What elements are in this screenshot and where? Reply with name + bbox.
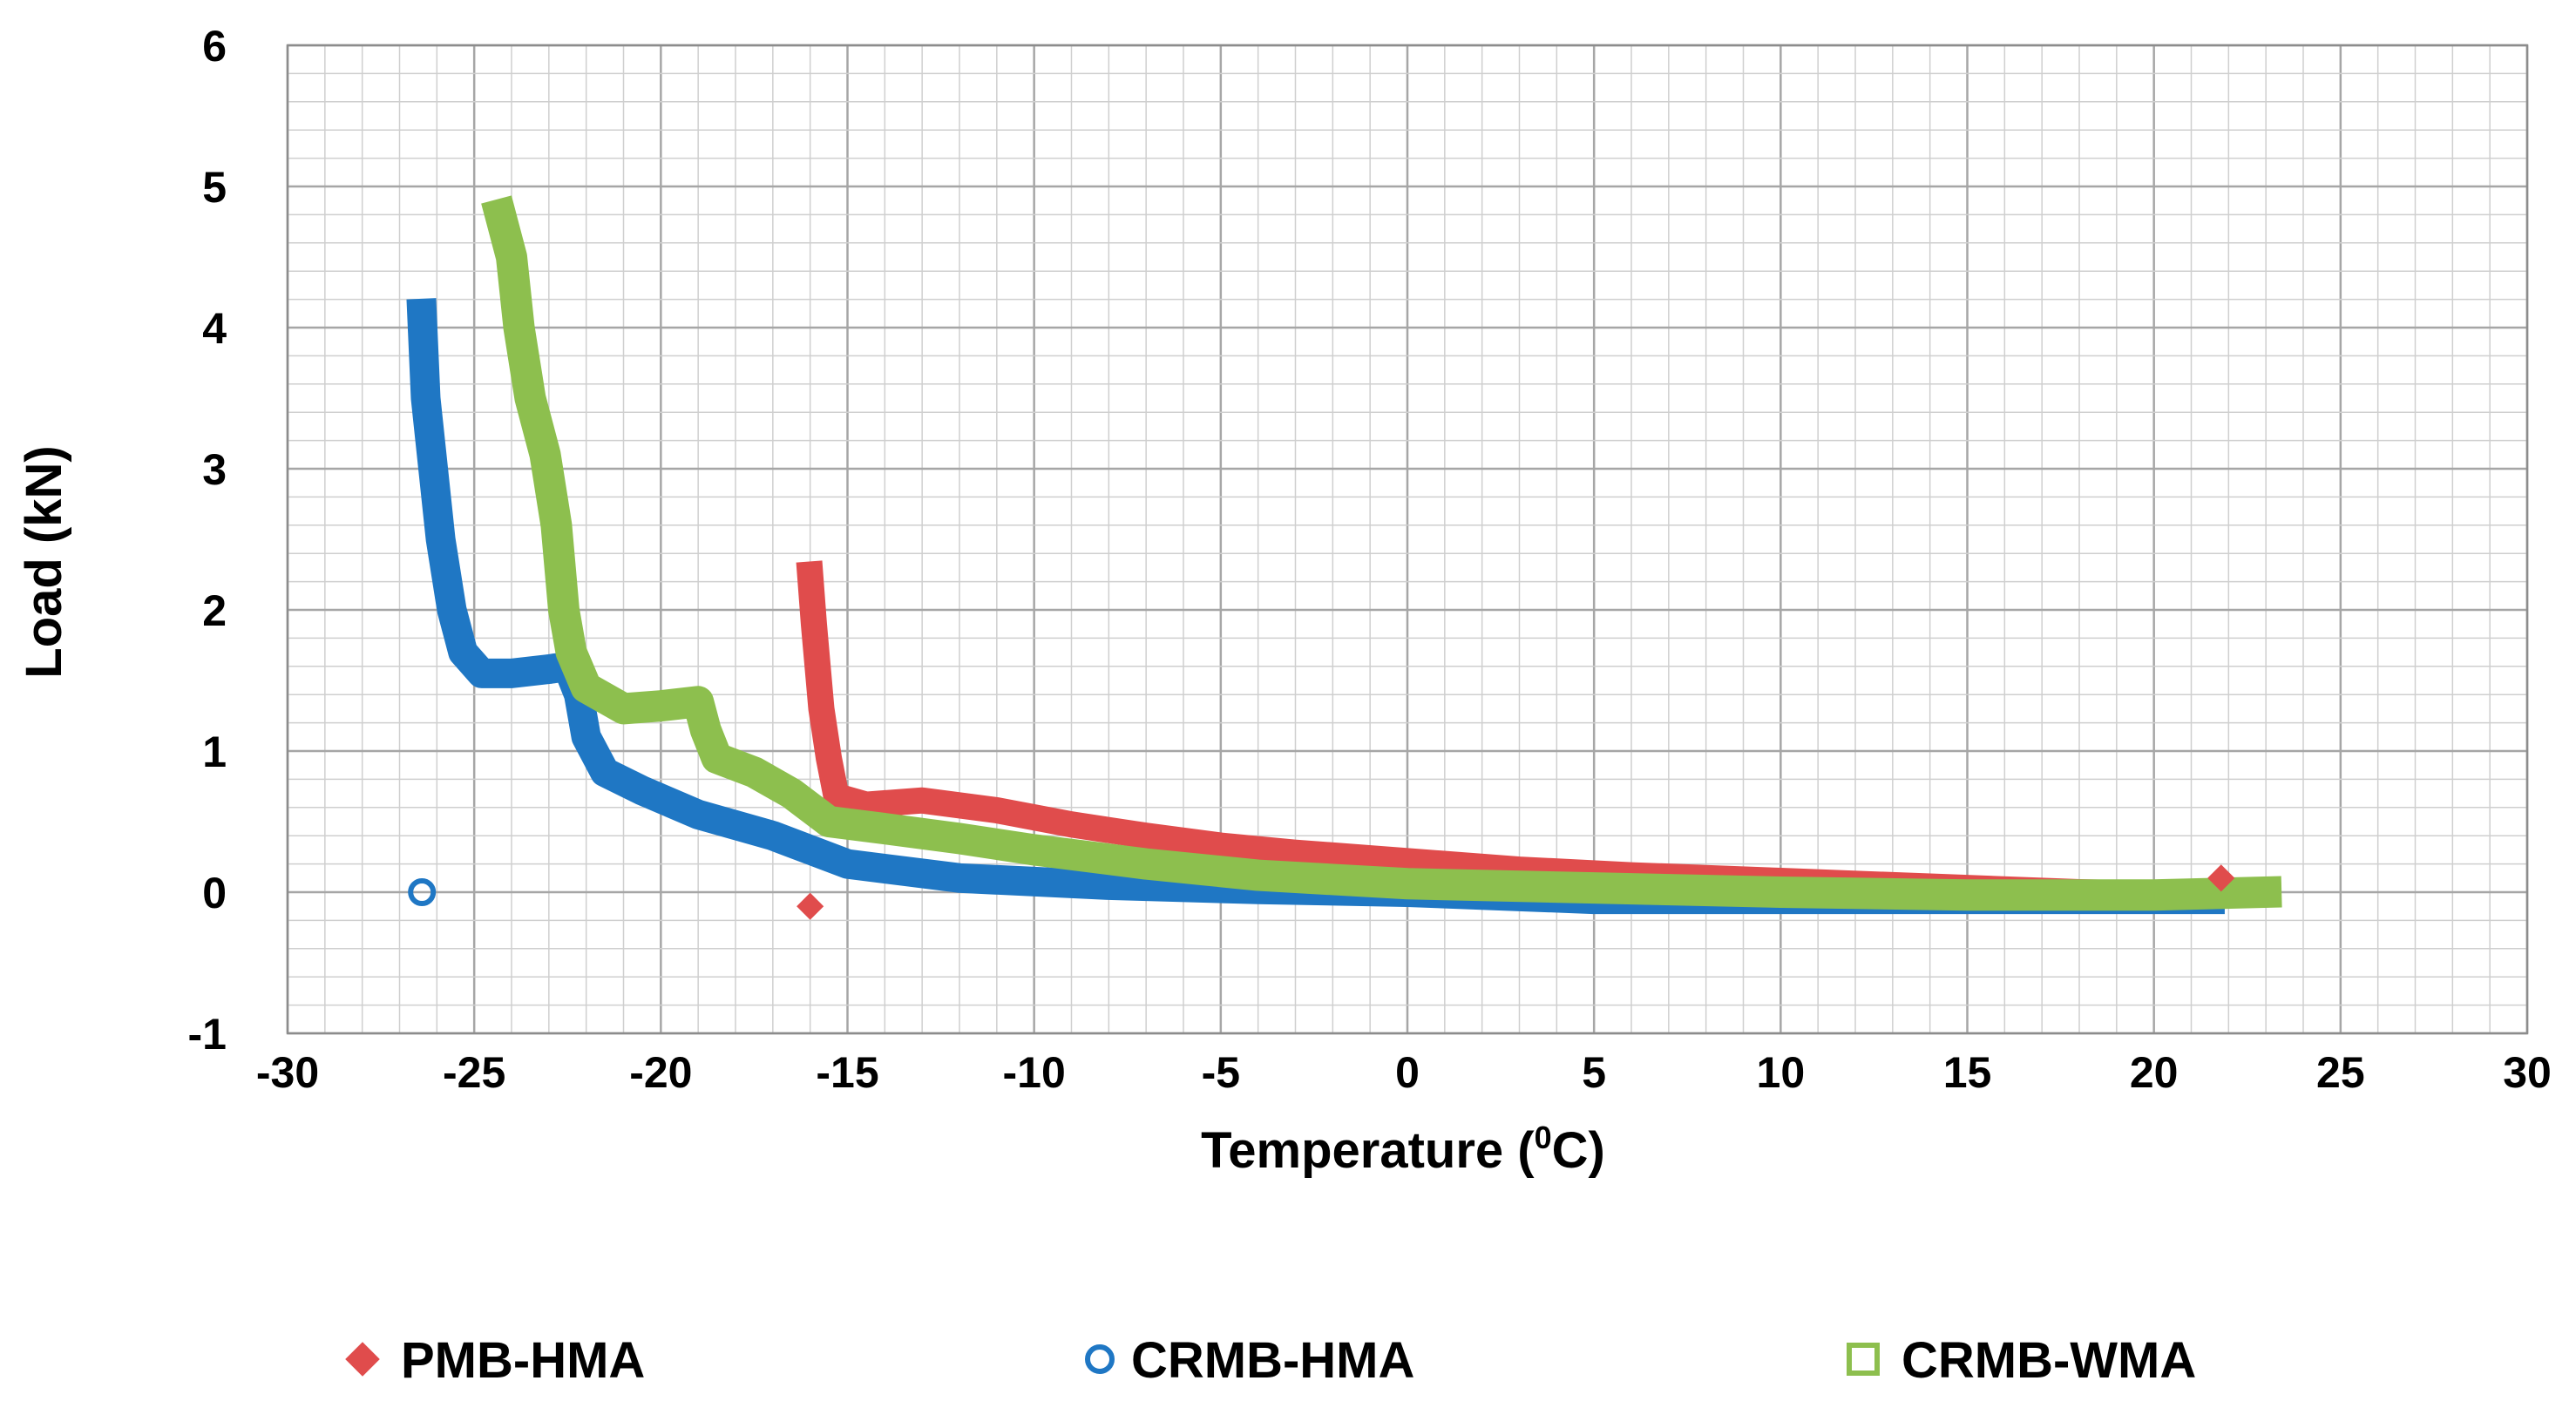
series-crmb-wma-line [481, 195, 2282, 911]
y-tick-label: 4 [202, 304, 227, 353]
x-axis-title-end: C) [1552, 1122, 1605, 1179]
x-tick-label: -10 [1003, 1048, 1066, 1097]
legend-marker-crmb-hma [1085, 1344, 1115, 1374]
y-tick-label: 1 [202, 728, 227, 776]
x-axis-title-main: Temperature ( [1201, 1122, 1535, 1179]
y-tick-label: 0 [202, 869, 227, 917]
x-tick-label: -15 [816, 1048, 878, 1097]
y-tick-label: 5 [202, 163, 227, 212]
x-tick-label: -25 [443, 1048, 505, 1097]
legend-marker-crmb-wma [1847, 1343, 1880, 1376]
data-point-crmb-hma [408, 878, 437, 906]
x-axis-title: Temperature (0C) [1201, 1120, 1605, 1179]
x-tick-label: 20 [2130, 1048, 2179, 1097]
x-tick-label: 0 [1395, 1048, 1420, 1097]
data-point-pmb-hma [2207, 864, 2235, 892]
legend-label-pmb-hma: PMB-HMA [401, 1332, 645, 1389]
legend-item-crmb-hma: CRMB-HMA [1085, 1332, 1414, 1389]
x-axis-title-degree: 0 [1535, 1120, 1552, 1155]
x-tick-label: 10 [1757, 1048, 1806, 1097]
legend-label-crmb-wma: CRMB-WMA [1901, 1332, 2196, 1389]
legend-item-crmb-wma: CRMB-WMA [1847, 1332, 2196, 1389]
x-tick-label: 25 [2316, 1048, 2365, 1097]
legend: PMB-HMA CRMB-HMA CRMB-WMA [345, 1332, 2196, 1389]
y-axis-title: Load (kN) [16, 445, 72, 678]
x-tick-label: 15 [1943, 1048, 1992, 1097]
legend-label-crmb-hma: CRMB-HMA [1131, 1332, 1414, 1389]
y-tick-label: 6 [202, 22, 227, 71]
y-tick-label: 3 [202, 445, 227, 494]
x-tick-label: -30 [256, 1048, 319, 1097]
series-layer [406, 195, 2282, 915]
y-tick-label: -1 [188, 1010, 227, 1059]
x-tick-label: -5 [1202, 1048, 1240, 1097]
x-tick-label: 5 [1582, 1048, 1606, 1097]
x-tick-label: -20 [629, 1048, 692, 1097]
plot-area-border [286, 44, 2529, 1035]
y-tick-label: 2 [202, 586, 227, 635]
x-tick-label: 30 [2503, 1048, 2552, 1097]
legend-item-pmb-hma: PMB-HMA [345, 1332, 645, 1389]
